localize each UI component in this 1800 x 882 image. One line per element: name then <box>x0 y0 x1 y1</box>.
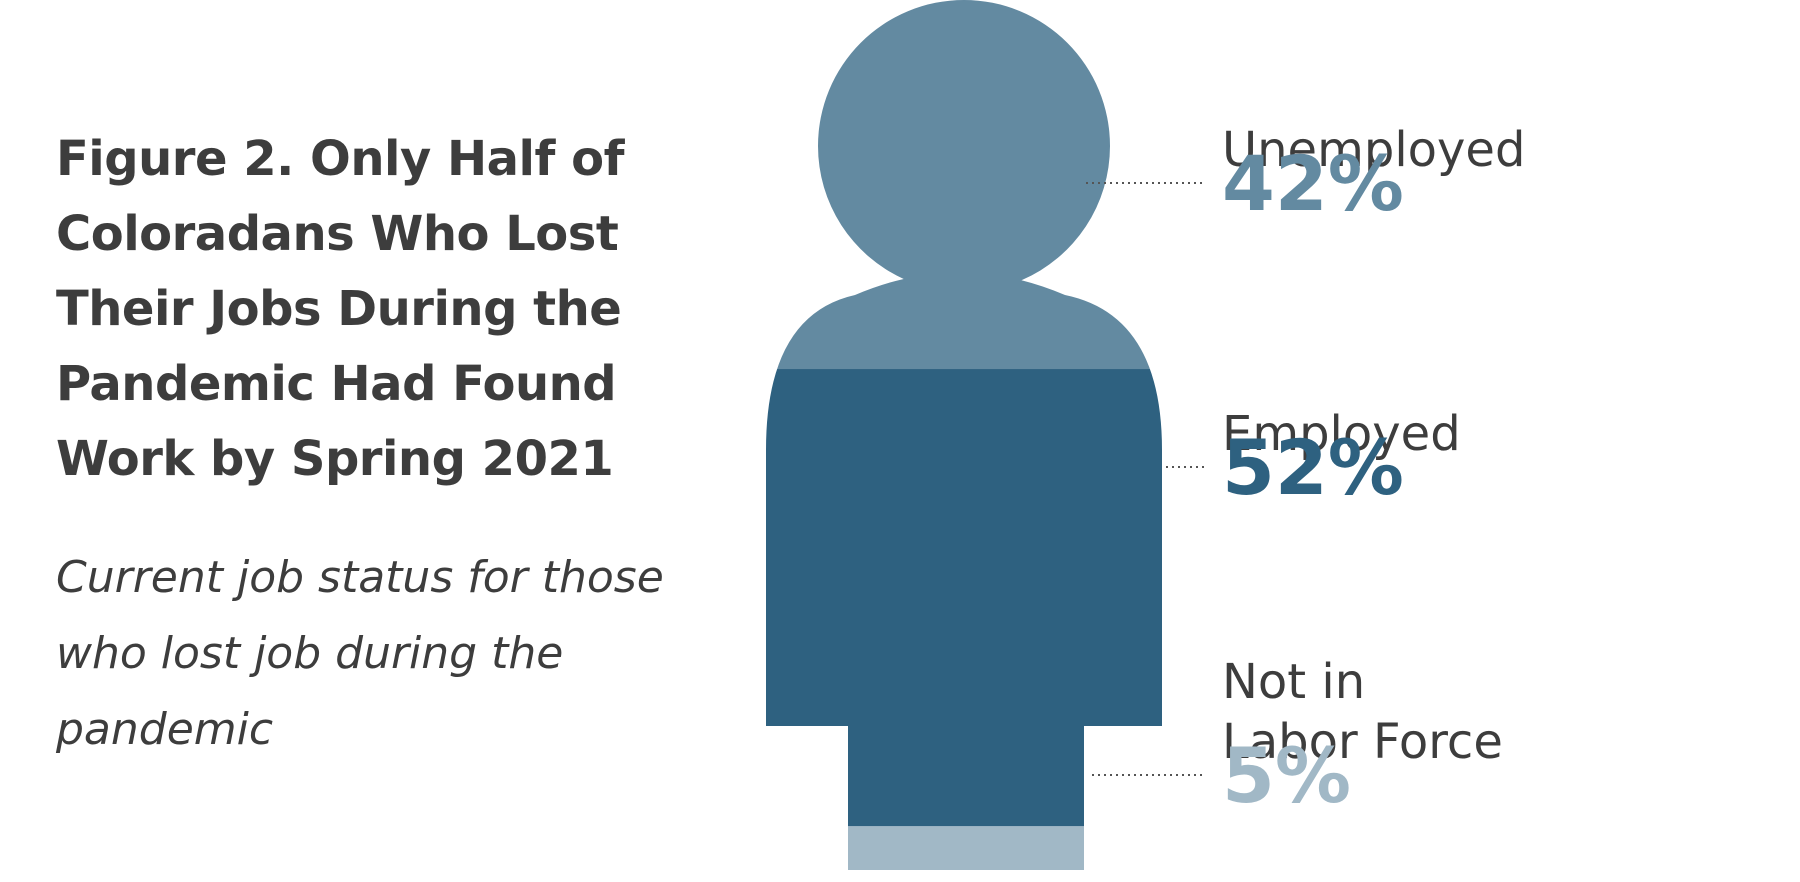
segment-employed <box>766 369 1162 827</box>
segment-not-in-labor-force <box>766 826 1162 870</box>
label-unemployed: Unemployed <box>1222 122 1525 178</box>
segment-unemployed <box>766 0 1162 370</box>
value-employed: 52% <box>1222 423 1404 512</box>
value-not-in-labor-force: 5% <box>1222 731 1351 820</box>
figure-title: Figure 2. Only Half of Coloradans Who Lo… <box>56 131 624 487</box>
label-not-in-labor-force: Not in Labor Force <box>1222 654 1503 770</box>
person-fill <box>766 0 1162 870</box>
figure-subtitle: Current job status for those who lost jo… <box>56 552 664 755</box>
label-employed: Employed <box>1222 406 1461 462</box>
value-unemployed: 42% <box>1222 139 1404 228</box>
